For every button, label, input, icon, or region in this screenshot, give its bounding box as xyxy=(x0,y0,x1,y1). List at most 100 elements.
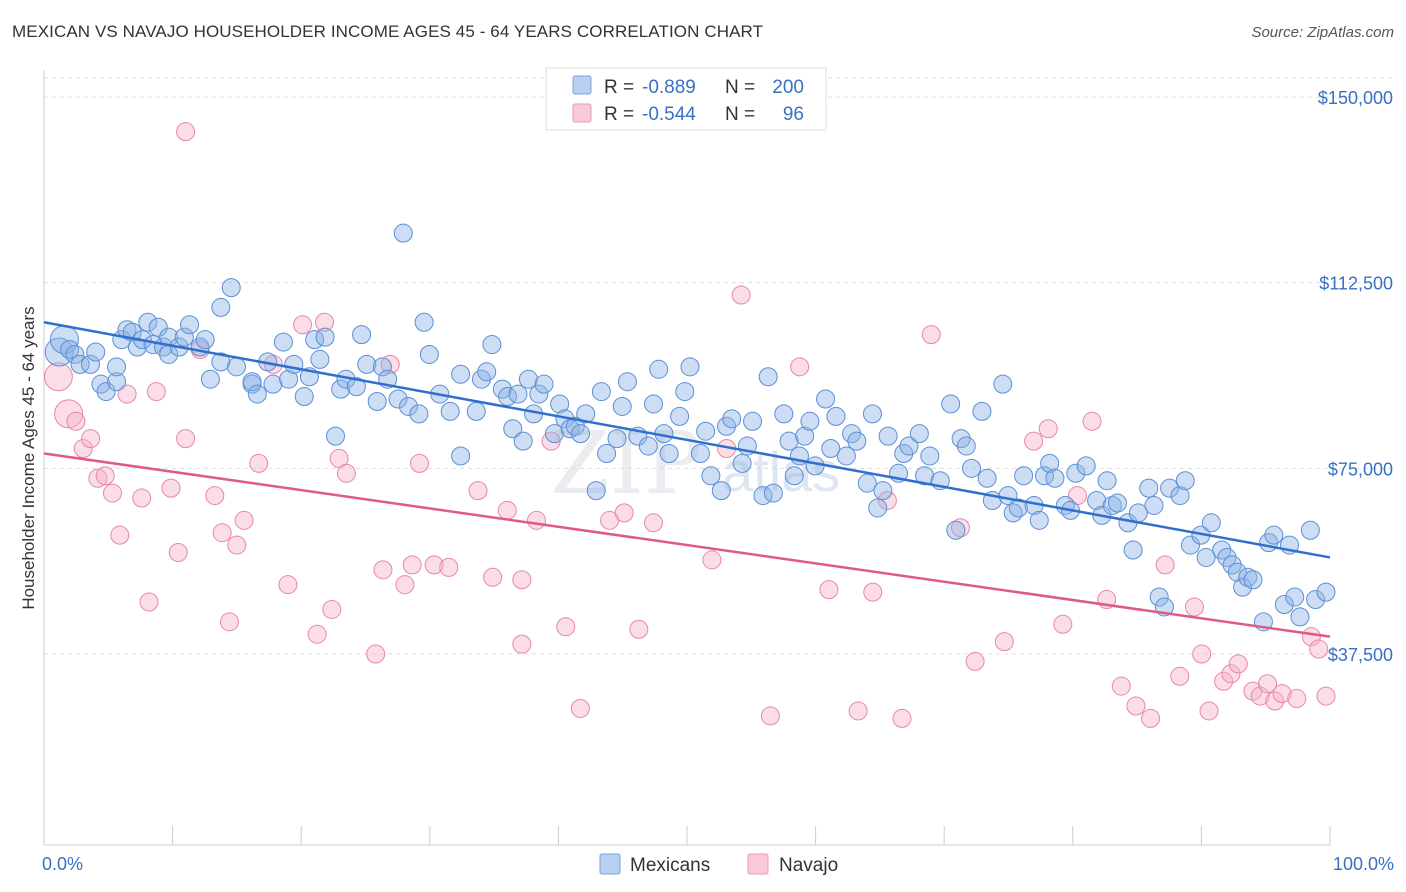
navajo-point xyxy=(314,312,334,332)
mexican-point xyxy=(915,466,935,486)
mexican-point xyxy=(242,372,262,392)
navajo-point xyxy=(43,362,73,392)
mexican-point xyxy=(586,481,606,501)
navajo-point xyxy=(483,567,503,587)
navajo-point xyxy=(1170,666,1190,686)
legend-n-value-navajo: 96 xyxy=(783,104,804,125)
navajo-point xyxy=(1141,708,1161,728)
navajo-point xyxy=(570,698,590,718)
mexican-point xyxy=(1175,471,1195,491)
mexican-point xyxy=(571,424,591,444)
navajo-point xyxy=(439,557,459,577)
mexican-point xyxy=(138,312,158,332)
navajo-point xyxy=(790,357,810,377)
mexican-point xyxy=(107,357,127,377)
chart-title: MEXICAN VS NAVAJO HOUSEHOLDER INCOME AGE… xyxy=(12,22,764,41)
mexican-point xyxy=(591,382,611,402)
mexican-point xyxy=(1316,582,1336,602)
mexican-point xyxy=(70,354,90,374)
mexican-point xyxy=(174,327,194,347)
mexican-point xyxy=(920,446,940,466)
mexican-point xyxy=(273,332,293,352)
navajo-point xyxy=(205,486,225,506)
x-tick-label-min: 0.0% xyxy=(42,854,83,874)
navajo-point xyxy=(1126,696,1146,716)
mexican-point xyxy=(941,394,961,414)
mexican-point xyxy=(1066,463,1086,483)
mexican-point xyxy=(1160,478,1180,498)
axis-layer xyxy=(43,70,1331,846)
navajo-point xyxy=(760,706,780,726)
mexican-point xyxy=(534,374,554,394)
mexican-point xyxy=(451,364,471,384)
mexican-point xyxy=(211,352,231,372)
mexican-point xyxy=(1196,547,1216,567)
mexican-point xyxy=(195,330,215,350)
legend-r-value-mexicans: -0.889 xyxy=(642,77,696,98)
mexican-point xyxy=(1149,587,1169,607)
mexican-point xyxy=(1306,590,1326,610)
navajo-point xyxy=(322,599,342,619)
navajo-point xyxy=(219,612,239,632)
mexican-point xyxy=(107,372,127,392)
legend-n-label-mexicans: N = xyxy=(725,77,755,98)
y-tick-label: $150,000 xyxy=(1318,88,1393,108)
mexican-point xyxy=(956,436,976,456)
mexican-point xyxy=(847,431,867,451)
mexican-point xyxy=(180,315,200,335)
mexican-point xyxy=(873,481,893,501)
mexican-point xyxy=(440,401,460,421)
mexican-point xyxy=(226,357,246,377)
x-tick-label-max: 100.0% xyxy=(1333,854,1394,874)
grid-layer xyxy=(44,77,1395,655)
navajo-point xyxy=(110,525,130,545)
mexican-point xyxy=(1227,562,1247,582)
navajo-point xyxy=(512,570,532,590)
navajo-point xyxy=(1265,691,1285,711)
navajo-point xyxy=(293,315,313,335)
mexican-point xyxy=(763,483,783,503)
mexican-point xyxy=(722,409,742,429)
mexican-point xyxy=(868,498,888,518)
navajo-point xyxy=(512,634,532,654)
navajo-point xyxy=(994,632,1014,652)
mexican-point xyxy=(221,278,241,298)
mexican-point xyxy=(44,337,74,367)
mexican-point xyxy=(576,404,596,424)
mexican-point xyxy=(784,466,804,486)
navajo-point xyxy=(1221,664,1241,684)
mexican-point xyxy=(644,394,664,414)
navajo-point xyxy=(139,592,159,612)
navajo-point xyxy=(410,453,430,473)
mexican-point xyxy=(607,429,627,449)
navajo-point xyxy=(102,483,122,503)
navajo-point xyxy=(468,481,488,501)
navajo-point xyxy=(424,555,444,575)
mexican-point xyxy=(821,439,841,459)
navajo-point xyxy=(168,543,188,563)
mexican-point xyxy=(80,354,100,374)
mexican-point xyxy=(96,382,116,402)
mexican-point xyxy=(1123,540,1143,560)
mexican-point xyxy=(836,446,856,466)
mexican-point xyxy=(148,317,168,337)
y-tick-labels: $150,000 $112,500 $75,000 $37,500 xyxy=(1318,88,1393,665)
navajo-point xyxy=(366,644,386,664)
navajo-point xyxy=(132,488,152,508)
mexican-point xyxy=(774,404,794,424)
mexican-point xyxy=(617,372,637,392)
mexican-point xyxy=(503,419,523,439)
navajo-point xyxy=(556,617,576,637)
mexican-point xyxy=(419,344,439,364)
mexican-point xyxy=(529,384,549,404)
navajo-point xyxy=(965,651,985,671)
mexican-point xyxy=(690,443,710,463)
mexican-point xyxy=(597,443,617,463)
legend-r-label-navajo: R = xyxy=(604,104,634,125)
legend-swatch-mexicans xyxy=(572,75,592,95)
navajo-point xyxy=(146,382,166,402)
mexican-point xyxy=(732,453,752,473)
navajo-point xyxy=(249,453,269,473)
navajo-point xyxy=(1309,639,1329,659)
